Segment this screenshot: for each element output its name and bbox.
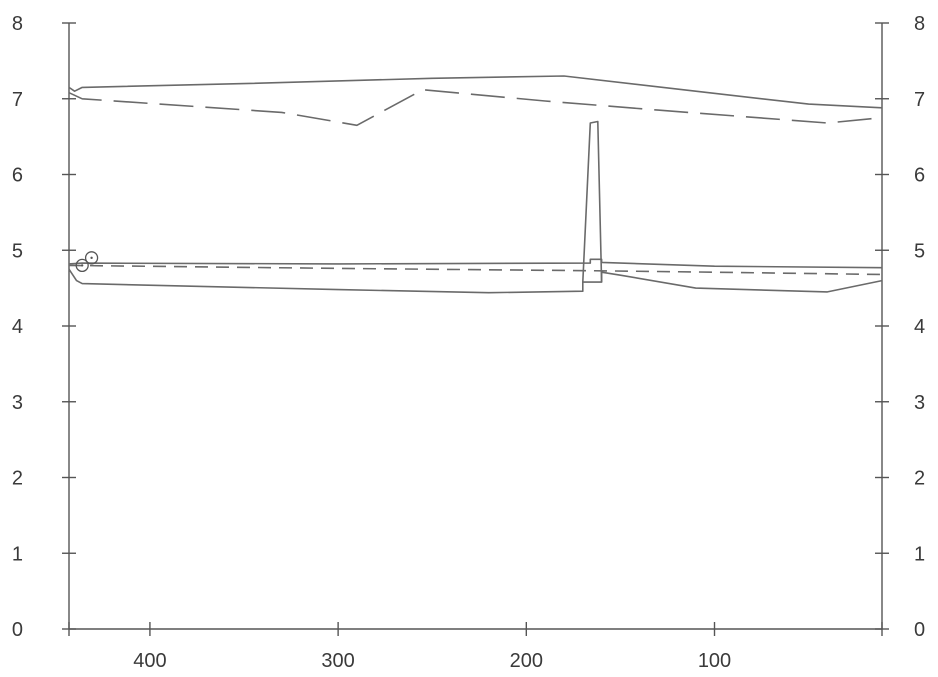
y-tick-label-right: 5 (914, 240, 925, 262)
x-tick-label: 200 (510, 650, 543, 672)
y-tick-label-left: 4 (12, 316, 23, 338)
marker-circle-1 (75, 258, 89, 273)
series-line-5 (68, 268, 883, 294)
series-line-2 (68, 88, 883, 127)
y-tick-label-right: 4 (914, 316, 925, 338)
y-tick-label-left: 8 (12, 13, 23, 35)
y-tick-label-left: 0 (12, 619, 23, 641)
tick-labels: 0 1 2 3 4 5 6 7 8 0 1 2 3 4 5 6 7 8 400 300 200 100 (12, 13, 925, 672)
y-tick-label-right: 8 (914, 13, 925, 35)
y-tick-label-left: 1 (12, 543, 23, 565)
y-tick-label-right: 1 (914, 543, 925, 565)
x-tick-label: 100 (698, 650, 731, 672)
ticks (62, 22, 889, 636)
marker-circle-2 (84, 251, 99, 265)
marker-dot-2 (90, 256, 93, 260)
y-tick-label-right: 7 (914, 89, 925, 111)
markers (75, 251, 99, 273)
y-tick-label-right: 0 (914, 619, 925, 641)
y-tick-label-left: 7 (12, 89, 23, 111)
y-tick-label-right: 6 (914, 165, 925, 187)
marker-dot-1 (80, 264, 84, 267)
y-tick-label-left: 3 (12, 392, 23, 414)
series-line-3 (68, 258, 883, 269)
y-tick-label-right: 2 (914, 468, 925, 490)
x-tick-label: 300 (321, 650, 354, 672)
series-lines (68, 75, 883, 294)
y-tick-label-left: 2 (12, 468, 23, 490)
y-tick-label-left: 5 (12, 240, 23, 262)
series-line-4 (68, 264, 883, 276)
y-tick-label-left: 6 (12, 165, 23, 187)
series-line-1 (68, 75, 883, 109)
axes (68, 23, 883, 630)
series-line-6 (582, 120, 603, 283)
x-tick-label: 400 (133, 650, 166, 672)
y-tick-label-right: 3 (914, 392, 925, 414)
